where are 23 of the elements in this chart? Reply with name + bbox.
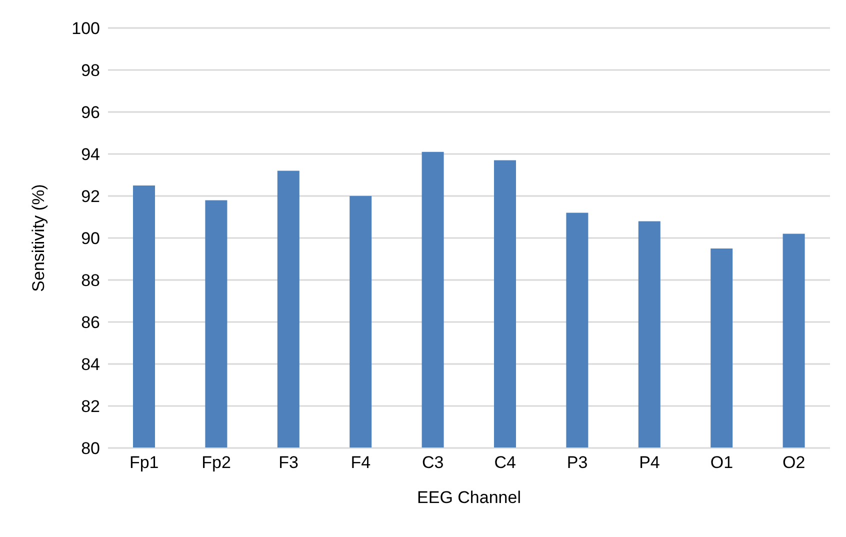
- y-tick-label: 80: [81, 439, 100, 458]
- x-tick-label: C4: [494, 453, 516, 472]
- y-axis-title: Sensitivity (%): [29, 184, 48, 292]
- y-tick-label: 88: [81, 271, 100, 290]
- x-tick-label: F3: [278, 453, 298, 472]
- y-tick-label: 92: [81, 187, 100, 206]
- y-tick-label: 98: [81, 61, 100, 80]
- y-tick-label: 86: [81, 313, 100, 332]
- y-tick-label: 82: [81, 397, 100, 416]
- y-tick-label: 94: [81, 145, 100, 164]
- y-tick-label: 90: [81, 229, 100, 248]
- x-tick-label: O2: [782, 453, 806, 472]
- x-tick-label: Fp2: [202, 453, 231, 472]
- x-tick-label: C3: [422, 453, 444, 472]
- x-axis-title: EEG Channel: [417, 488, 521, 507]
- y-tick-label: 96: [81, 103, 100, 122]
- x-tick-label: F4: [350, 453, 371, 472]
- x-tick-label: P4: [639, 453, 660, 472]
- x-tick-label: O1: [710, 453, 734, 472]
- y-tick-label: 100: [72, 19, 100, 38]
- y-tick-label: 84: [81, 355, 100, 374]
- x-tick-label: P3: [566, 453, 588, 472]
- x-tick-label: Fp1: [129, 453, 159, 472]
